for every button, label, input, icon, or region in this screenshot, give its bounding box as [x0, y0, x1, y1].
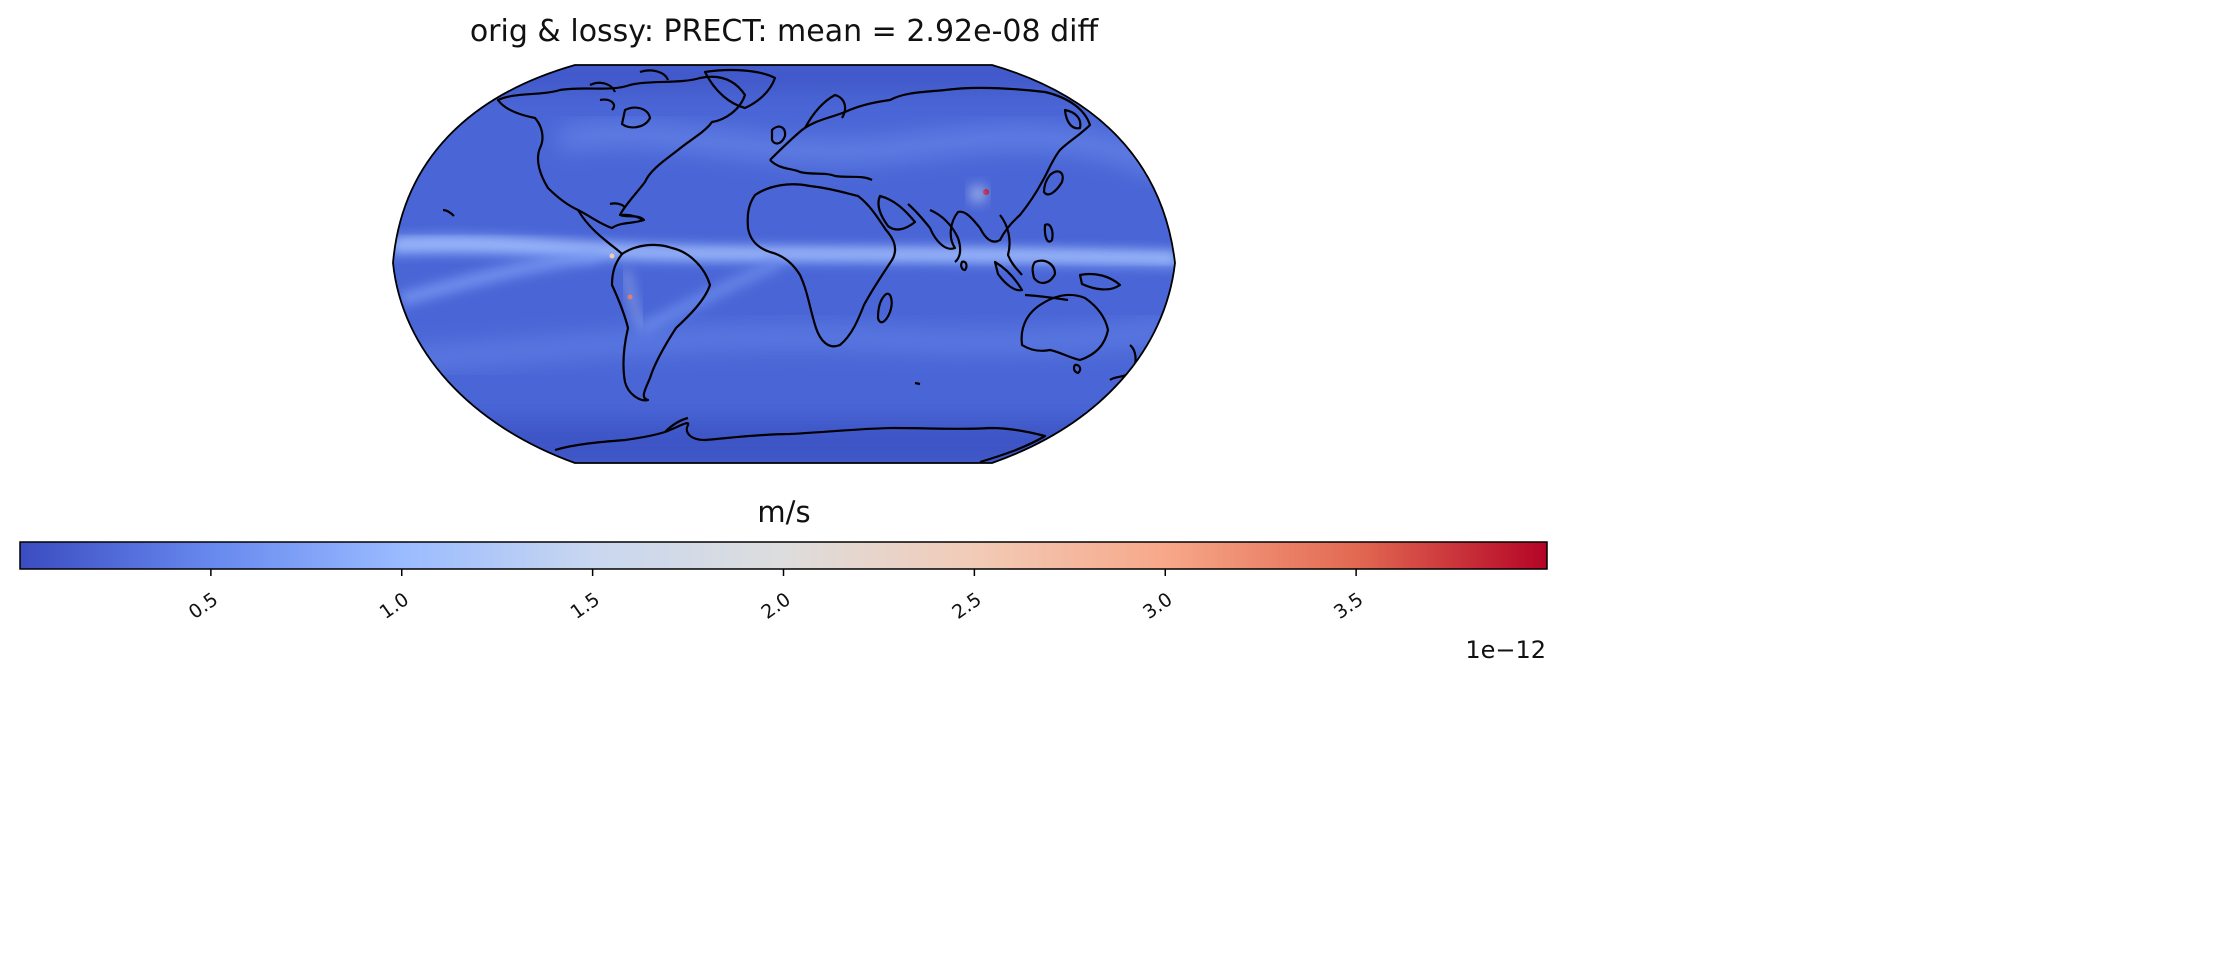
colorbar-gradient [19, 541, 1548, 570]
coastline-asia [907, 86, 1092, 250]
coastline-new-guinea [1078, 272, 1122, 291]
coastline-south-america [610, 243, 712, 402]
map-boundary [392, 64, 1176, 464]
coastlines [442, 68, 1137, 463]
storm-track-south [399, 323, 1171, 367]
hotspot-colombia [609, 253, 615, 259]
colorbar-tick-label: 3.0 [1139, 588, 1176, 623]
hotspot-tibet-glow [969, 185, 987, 203]
coastline-indochina [999, 214, 1023, 276]
coastline-africa [746, 183, 897, 348]
itcz-core [394, 240, 1175, 260]
coastline-philippines [1043, 223, 1054, 243]
coastline-hawaii [442, 208, 455, 217]
colorbar-tick-label: 3.5 [1330, 588, 1367, 623]
atlantic-diagonal [637, 257, 783, 335]
coastline-kamchatka [1063, 108, 1082, 130]
colorbar-offset-text: 1e−12 [1465, 636, 1546, 664]
coastline-java [1024, 293, 1069, 302]
coastline-central-america [577, 209, 623, 255]
colorbar-ticks: 0.5 1.0 1.5 2.0 2.5 3.0 3.5 [185, 569, 1367, 624]
spcz-band [398, 251, 601, 305]
coastline-hudson-bay [620, 106, 652, 129]
coastline-arabia [877, 194, 917, 231]
coastline-tasmania [1072, 363, 1082, 375]
coastline-north-america [496, 75, 747, 230]
coastline-caribbean [609, 202, 643, 221]
coastline-uk [770, 125, 787, 145]
coastline-antarctic-peninsula [664, 416, 689, 433]
coastline-japan [1042, 170, 1064, 196]
colorbar-tick-label: 2.0 [757, 588, 794, 623]
coastline-sri-lanka [960, 260, 968, 272]
colorbar-tick-label: 2.5 [948, 588, 985, 623]
figure: orig & lossy: PRECT: mean = 2.92e-08 dif… [0, 0, 1568, 686]
coastline-antarctica [554, 422, 1047, 463]
coastline-sumatra [993, 260, 1024, 292]
coastline-greenland [703, 68, 777, 110]
colorbar-tick-label: 1.0 [376, 588, 413, 623]
colorbar-tick-label: 1.5 [566, 588, 603, 623]
andes-streak [624, 269, 642, 326]
precip-field [393, 65, 1175, 463]
world-map: 0.5 1.0 1.5 2.0 2.5 3.0 3.5 [19, 64, 1548, 624]
coastline-australia [1020, 293, 1110, 362]
coastline-madagascar [876, 292, 893, 324]
colorbar-tick-label: 0.5 [185, 588, 222, 623]
colorbar: 0.5 1.0 1.5 2.0 2.5 3.0 3.5 [19, 541, 1548, 624]
colorbar-label: m/s [757, 495, 811, 529]
coastline-scandinavia [804, 93, 847, 129]
coastline-islands-south [914, 381, 921, 386]
coastline-borneo [1031, 259, 1057, 284]
coastline-india [929, 208, 962, 263]
coastline-arctic-islands [589, 69, 670, 111]
plot-title: orig & lossy: PRECT: mean = 2.92e-08 dif… [469, 14, 1099, 49]
